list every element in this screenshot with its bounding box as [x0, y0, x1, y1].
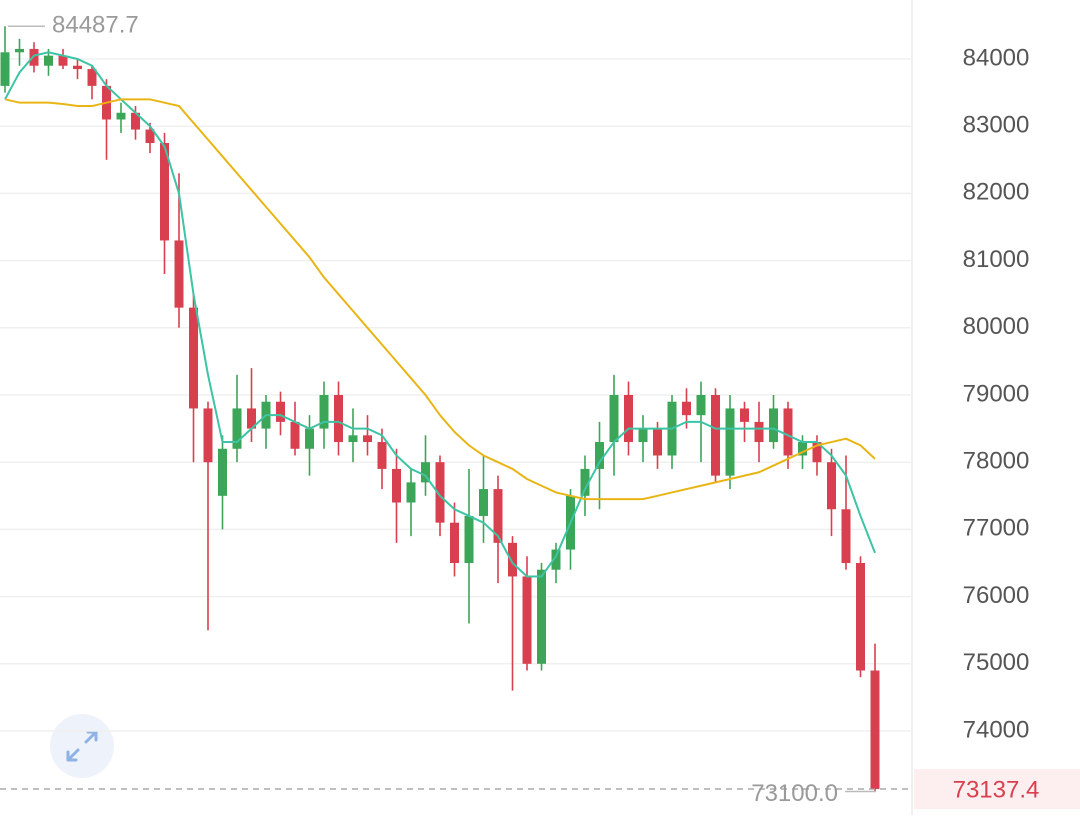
- y-tick-label: 76000: [963, 582, 1030, 609]
- candle-body: [450, 522, 459, 564]
- y-tick-label: 80000: [963, 313, 1030, 340]
- candle-body: [740, 408, 749, 422]
- candle-body: [827, 462, 836, 510]
- candle-body: [798, 442, 807, 456]
- candle-body: [15, 48, 24, 53]
- y-tick-label: 84000: [963, 44, 1030, 71]
- last-price-tag: [914, 768, 1080, 809]
- candle-body: [856, 563, 865, 671]
- candle-body: [696, 395, 706, 416]
- y-tick-label: 78000: [963, 448, 1030, 475]
- moving-average-line: [4, 51, 876, 578]
- candle-body: [276, 401, 285, 422]
- candle-body: [160, 143, 169, 241]
- y-tick-label: 83000: [963, 112, 1030, 139]
- expand-button[interactable]: [50, 714, 114, 778]
- candle-body: [44, 55, 53, 66]
- y-tick-label: 81000: [963, 246, 1030, 273]
- candle-body: [435, 462, 445, 523]
- candle-body: [174, 240, 184, 308]
- candle-body: [116, 112, 126, 120]
- candle-body: [232, 408, 242, 449]
- low-label: 73100.0: [751, 780, 838, 807]
- candle-body: [595, 442, 604, 469]
- candle-body: [609, 395, 619, 443]
- moving-average-line: [4, 98, 876, 501]
- candle-body: [653, 428, 662, 456]
- candle-body: [580, 468, 590, 496]
- y-tick-label: 75000: [963, 649, 1030, 676]
- candle-body: [58, 55, 68, 66]
- candle-body: [363, 435, 372, 443]
- candle-body: [479, 489, 488, 516]
- candle-body: [87, 69, 97, 86]
- candle-body: [537, 569, 546, 664]
- expand-circle[interactable]: [50, 714, 114, 778]
- candle-body: [203, 408, 213, 463]
- candle-body: [812, 442, 822, 463]
- candle-body: [73, 65, 82, 70]
- candle-body: [522, 576, 532, 664]
- candle-body: [319, 395, 329, 429]
- candle-body: [334, 395, 343, 443]
- candle-body: [0, 52, 10, 86]
- candle-body: [783, 408, 793, 456]
- candle-body: [247, 408, 256, 429]
- candle-body: [377, 442, 387, 469]
- y-tick-label: 77000: [963, 515, 1030, 542]
- candle-body: [305, 428, 314, 449]
- candle-body: [551, 549, 561, 570]
- candle-body: [769, 408, 778, 443]
- candle-body: [131, 112, 140, 130]
- candle-body: [624, 395, 633, 443]
- candle-body: [711, 395, 720, 476]
- last-price-label: 73137.4: [953, 776, 1040, 803]
- candle-body: [870, 670, 880, 789]
- candle-body: [725, 408, 735, 476]
- candle-body: [392, 468, 401, 503]
- candle-body: [638, 428, 648, 443]
- candle-body: [682, 401, 691, 416]
- expand-icon[interactable]: [66, 730, 98, 762]
- y-tick-label: 74000: [963, 716, 1030, 743]
- candle-body: [145, 129, 155, 144]
- candle-body: [841, 509, 851, 564]
- candle-body: [421, 462, 430, 483]
- candle-body: [464, 515, 474, 564]
- candle-body: [189, 307, 198, 409]
- y-tick-label: 79000: [963, 380, 1030, 407]
- high-label: 84487.7: [52, 12, 139, 39]
- candle-body: [508, 542, 517, 577]
- candle-body: [754, 421, 764, 443]
- candle-body: [29, 48, 39, 66]
- candle-body: [290, 421, 300, 449]
- candle-body: [493, 489, 503, 543]
- y-tick-label: 82000: [963, 179, 1030, 206]
- candle-body: [406, 482, 416, 503]
- candle-body: [218, 448, 227, 496]
- candle-body: [348, 435, 358, 443]
